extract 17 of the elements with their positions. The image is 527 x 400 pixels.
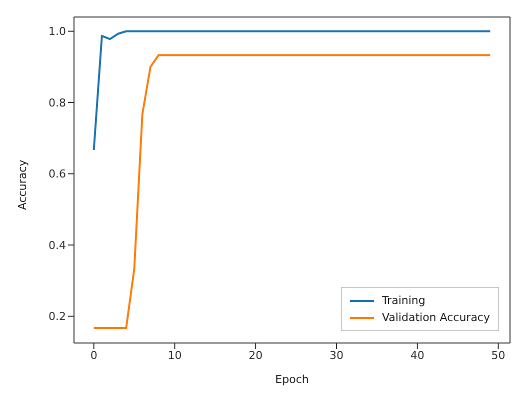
y-tick-label: 0.8 xyxy=(48,96,66,110)
y-axis-title: Accuracy xyxy=(16,159,29,210)
line-series xyxy=(92,30,492,151)
legend-label: Validation Accuracy xyxy=(382,310,490,326)
x-axis-title: Epoch xyxy=(275,373,309,386)
x-tick-label: 0 xyxy=(90,348,98,362)
y-tick-label: 0.2 xyxy=(48,310,66,324)
x-tick-label: 10 xyxy=(168,348,182,362)
legend-label: Training xyxy=(382,293,426,309)
line-series xyxy=(92,54,492,330)
y-tick-label: 0.4 xyxy=(48,238,66,252)
x-tick-label: 40 xyxy=(410,348,424,362)
x-tick-label: 30 xyxy=(329,348,344,362)
y-tick-label: 0.6 xyxy=(48,168,66,181)
x-tick-label: 50 xyxy=(491,348,506,362)
x-tick-label: 20 xyxy=(248,348,263,362)
y-tick-label: 1.0 xyxy=(48,25,66,38)
